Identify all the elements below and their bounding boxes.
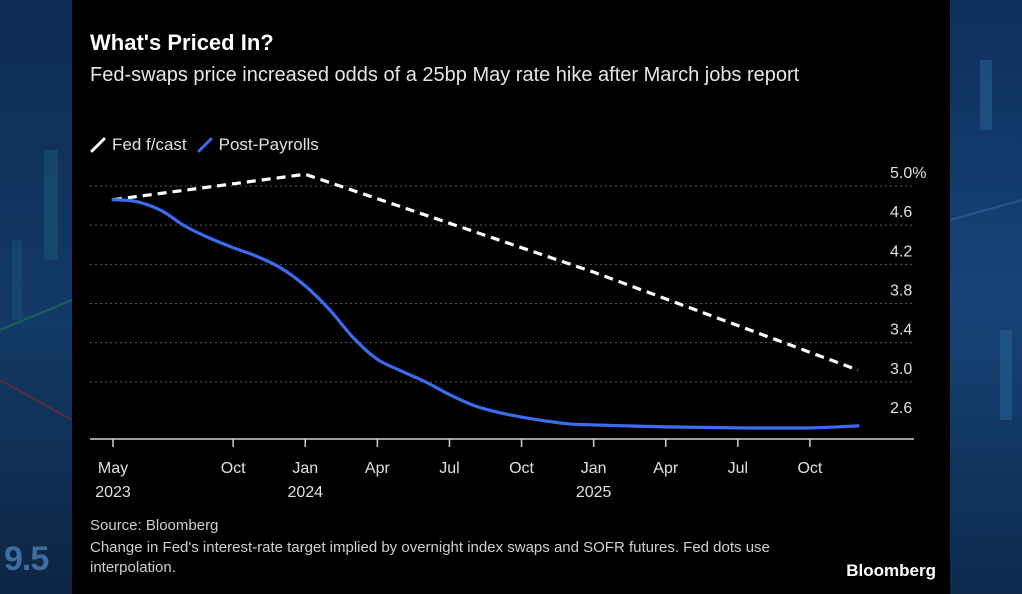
- x-tick-label: May: [98, 460, 128, 477]
- legend-item-post-payrolls: Post-Payrolls: [197, 135, 319, 155]
- y-tick-label: 3.4: [890, 322, 912, 339]
- chart-subtitle: Fed-swaps price increased odds of a 25bp…: [90, 64, 800, 86]
- x-tick-label: Jan: [292, 460, 318, 477]
- x-tick-year-label: 2023: [95, 484, 131, 501]
- y-tick-label: 5.0%: [890, 165, 926, 182]
- chart-legend: Fed f/cast Post-Payrolls: [90, 135, 319, 155]
- x-tick-label: Oct: [221, 460, 246, 477]
- legend-label-post-payrolls: Post-Payrolls: [218, 135, 319, 154]
- series-line-post-payrolls: [111, 198, 860, 430]
- x-tick-label: Jul: [439, 460, 459, 477]
- background-ticker-text: 9.5: [4, 540, 49, 578]
- source-note: Source: Bloomberg: [90, 517, 219, 534]
- x-tick-year-label: 2025: [576, 484, 612, 501]
- legend-item-fed-fcast: Fed f/cast: [90, 135, 187, 155]
- chart-panel: What's Priced In? Fed-swaps price increa…: [72, 0, 950, 594]
- x-tick-year-label: 2024: [287, 484, 323, 501]
- x-tick-label: Oct: [797, 460, 822, 477]
- y-tick-label: 3.0: [890, 361, 912, 378]
- x-tick-label: Apr: [365, 460, 391, 477]
- legend-label-fed-fcast: Fed f/cast: [112, 135, 187, 154]
- background-right-strip: [950, 0, 1022, 594]
- series-line-fed-fcast: [112, 172, 859, 372]
- methodology-note: Change in Fed's interest-rate target imp…: [90, 539, 770, 576]
- y-tick-label: 2.6: [890, 400, 912, 417]
- dashed-line-swatch-icon: [90, 137, 106, 153]
- y-tick-label: 3.8: [890, 283, 912, 300]
- bloomberg-logo: Bloomberg: [846, 561, 936, 580]
- solid-line-swatch-icon: [197, 137, 213, 153]
- x-tick-label: Apr: [653, 460, 679, 477]
- y-tick-label: 4.6: [890, 204, 912, 221]
- background-left-strip: [0, 0, 72, 594]
- x-tick-label: Jan: [581, 460, 607, 477]
- y-tick-label: 4.2: [890, 243, 912, 260]
- line-chart: 5.0% 4.6 4.2 3.8 3.4 3.0 2.6 May 2023 Oct Jan 2024 A…: [90, 165, 926, 501]
- x-tick-label: Oct: [509, 460, 534, 477]
- chart-title: What's Priced In?: [90, 30, 274, 55]
- x-tick-label: Jul: [728, 460, 748, 477]
